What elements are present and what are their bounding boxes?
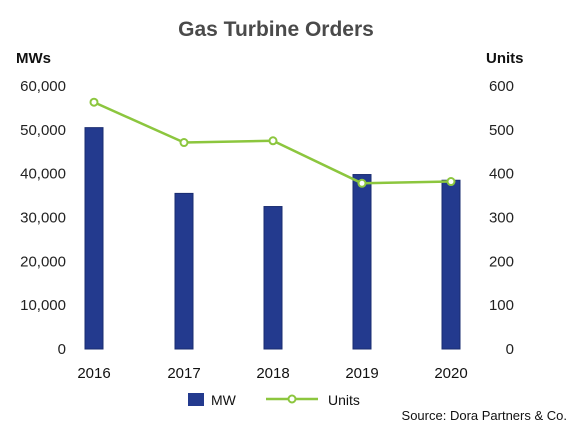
right-tick-label: 600 bbox=[489, 78, 514, 95]
left-tick-label: 40,000 bbox=[20, 166, 66, 183]
left-tick-label: 30,000 bbox=[20, 210, 66, 227]
mw-bar bbox=[441, 179, 461, 350]
mw-bar bbox=[174, 192, 194, 350]
source-note: Source: Dora Partners & Co. bbox=[402, 408, 567, 423]
left-tick-label: 60,000 bbox=[20, 78, 66, 95]
mw-bar bbox=[263, 206, 283, 350]
mw-bars bbox=[84, 127, 461, 350]
right-tick-label: 400 bbox=[489, 166, 514, 183]
x-tick-label: 2017 bbox=[167, 365, 200, 382]
units-point bbox=[89, 97, 99, 107]
units-point bbox=[268, 136, 278, 146]
right-tick-label: 0 bbox=[506, 341, 514, 358]
units-point bbox=[357, 178, 367, 188]
legend-units-label: Units bbox=[328, 392, 360, 408]
legend-mw-label: MW bbox=[211, 392, 237, 408]
left-axis-ticks: 0 10,000 20,000 30,000 40,000 50,000 60,000 bbox=[20, 78, 66, 358]
mw-bar bbox=[84, 127, 104, 350]
units-line-group bbox=[89, 97, 456, 188]
units-point bbox=[179, 138, 189, 148]
right-tick-label: 300 bbox=[489, 210, 514, 227]
x-tick-label: 2018 bbox=[256, 365, 289, 382]
left-tick-label: 50,000 bbox=[20, 122, 66, 139]
mw-bar bbox=[352, 174, 372, 350]
legend: MW Units bbox=[188, 392, 360, 408]
chart-title: Gas Turbine Orders bbox=[178, 18, 374, 41]
x-tick-label: 2016 bbox=[77, 365, 110, 382]
left-tick-label: 10,000 bbox=[20, 297, 66, 314]
left-tick-label: 20,000 bbox=[20, 253, 66, 270]
right-axis-label: Units bbox=[486, 50, 524, 67]
legend-mw-swatch bbox=[188, 393, 204, 406]
x-tick-label: 2020 bbox=[434, 365, 467, 382]
x-axis-ticks: 2016 2017 2018 2019 2020 bbox=[77, 365, 467, 382]
x-tick-label: 2019 bbox=[345, 365, 378, 382]
units-point bbox=[446, 177, 456, 187]
left-tick-label: 0 bbox=[58, 341, 66, 358]
right-tick-label: 200 bbox=[489, 253, 514, 270]
right-axis-ticks: 0 100 200 300 400 500 600 bbox=[489, 78, 514, 358]
right-tick-label: 500 bbox=[489, 122, 514, 139]
legend-units-marker bbox=[287, 394, 297, 404]
right-tick-label: 100 bbox=[489, 297, 514, 314]
left-axis-label: MWs bbox=[16, 50, 51, 67]
